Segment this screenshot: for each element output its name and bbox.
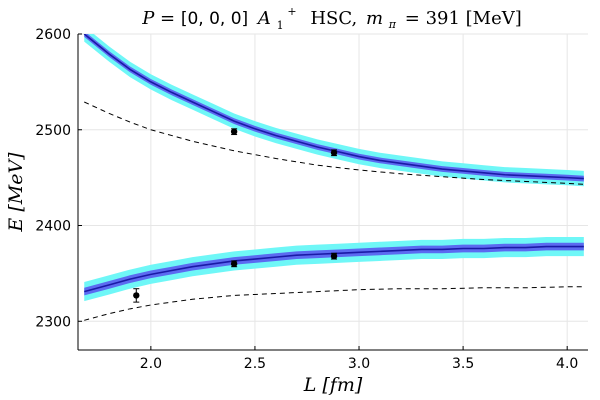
x-tick-label: 3.5	[452, 356, 474, 372]
fit-inner-band	[84, 34, 584, 182]
y-tick-label: 2500	[35, 123, 71, 139]
y-tick-label: 2600	[35, 27, 71, 43]
data-point	[230, 128, 238, 135]
grid	[78, 33, 588, 350]
fit-central-line	[84, 245, 584, 293]
x-tick-label: 4.0	[556, 356, 578, 372]
fit-central-line	[83, 34, 584, 180]
data-point	[133, 292, 140, 299]
data-point	[330, 252, 338, 260]
fit-bands	[84, 34, 584, 302]
y-tick-label: 2400	[35, 219, 71, 235]
x-tick-label: 2.5	[244, 356, 266, 372]
noninteracting-level-line	[84, 101, 584, 185]
y-axis-label: E [MeV]	[5, 152, 27, 233]
fit-outer-band	[84, 237, 584, 302]
x-axis-label: L [fm]	[303, 374, 363, 396]
x-tick-label: 2.0	[140, 356, 162, 372]
fit-outer-band	[84, 34, 584, 187]
data-point	[230, 260, 238, 268]
data-points	[133, 128, 338, 303]
chart-title: P = [0, 0, 0] A 1 + HSC, m π = 391 [MeV]	[141, 0, 522, 34]
y-tick-label: 2300	[35, 314, 71, 330]
series-lines	[83, 34, 584, 321]
noninteracting-level-line	[84, 286, 584, 321]
data-point	[330, 149, 338, 156]
axis-ticks: 2.0 2.5 3.0 3.5 4.0 2300 2400 2500 2600	[35, 27, 578, 372]
x-tick-label: 3.0	[348, 356, 370, 372]
